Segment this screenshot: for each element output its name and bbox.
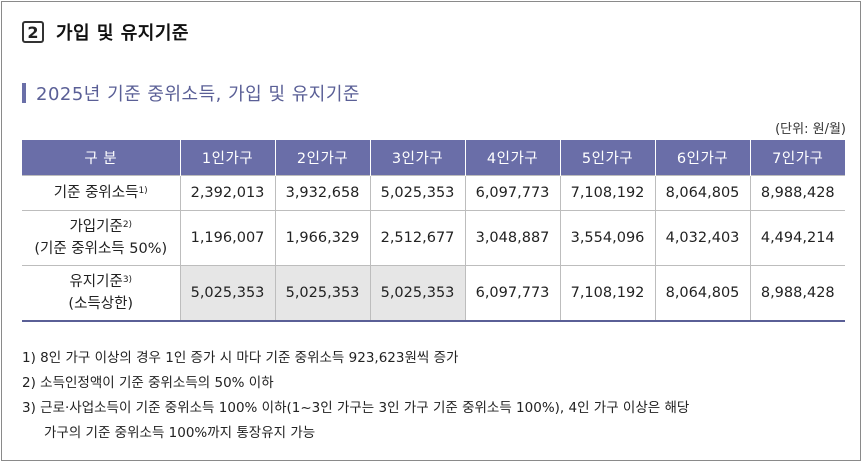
table-cell: 6,097,773 [464,175,561,211]
footnote-3-continued: 가구의 기준 중위소득 100%까지 통장유지 가능 [44,425,316,441]
table-header-row: 구 분 1인가구 2인가구 3인가구 4인가구 5인가구 6인가구 7인가구 [22,140,845,176]
table-cell: 3,932,658 [274,175,371,211]
footnotes: 1) 8인 가구 이상의 경우 1인 증가 시 마다 기준 중위소득 923,6… [22,346,689,446]
footnote-1: 1) 8인 가구 이상의 경우 1인 증가 시 마다 기준 중위소득 923,6… [22,350,459,366]
table-cell: 3,554,096 [559,210,656,266]
unit-label: (단위: 원/월) [775,122,846,137]
table-cell: 8,988,428 [749,265,845,322]
header-corner: 구 분 [22,140,181,176]
row-label-join-criteria: 가입기준2) (기준 중위소득 50%) [22,210,181,266]
table-cell-shaded: 5,025,353 [179,265,276,322]
footnote-marker: 3) [122,275,133,285]
row-label-subtext: (소득상한) [68,296,134,312]
header-col-3: 3인가구 [369,140,466,176]
table-row: 유지기준3) (소득상한) 5,025,353 5,025,353 5,025,… [22,265,845,322]
header-col-4: 4인가구 [464,140,561,176]
table-cell: 4,494,214 [749,210,845,266]
subsection-heading: 2025년 기준 중위소득, 가입 및 유지기준 [22,80,360,106]
subsection-title: 2025년 기준 중위소득, 가입 및 유지기준 [36,84,360,105]
footnote-marker: 1) [138,186,148,196]
table-cell: 3,048,887 [464,210,561,266]
table-cell: 8,064,805 [654,175,751,211]
section-heading: 2 가입 및 유지기준 [22,19,189,45]
table-cell: 7,108,192 [559,175,656,211]
row-label-maintain-criteria: 유지기준3) (소득상한) [22,265,181,322]
row-label-text: 기준 중위소득 [53,185,139,201]
row-label-subtext: (기준 중위소득 50%) [34,241,168,257]
footnote-2: 2) 소득인정액이 기준 중위소득의 50% 이하 [22,375,274,391]
section-number-box: 2 [22,21,44,43]
subsection-accent-bar [22,83,26,103]
table-cell: 1,966,329 [274,210,371,266]
header-col-6: 6인가구 [654,140,751,176]
table-cell: 7,108,192 [559,265,656,322]
header-col-1: 1인가구 [179,140,276,176]
table-row: 가입기준2) (기준 중위소득 50%) 1,196,007 1,966,329… [22,210,845,266]
header-col-5: 5인가구 [559,140,656,176]
footnote-marker: 2) [122,220,133,230]
table-row: 기준 중위소득1) 2,392,013 3,932,658 5,025,353 … [22,175,845,211]
table-cell-shaded: 5,025,353 [369,265,466,322]
table-cell: 6,097,773 [464,265,561,322]
table-cell: 4,032,403 [654,210,751,266]
table-cell: 8,064,805 [654,265,751,322]
header-col-2: 2인가구 [274,140,371,176]
row-label-text: 유지기준 [69,274,123,290]
income-criteria-table: 구 분 1인가구 2인가구 3인가구 4인가구 5인가구 6인가구 7인가구 기… [22,140,845,322]
header-col-7: 7인가구 [749,140,845,176]
section-title: 가입 및 유지기준 [56,23,189,44]
table-cell: 2,392,013 [179,175,276,211]
table-cell-shaded: 5,025,353 [274,265,371,322]
row-label-text: 가입기준 [69,219,123,235]
table-cell: 2,512,677 [369,210,466,266]
table-cell: 5,025,353 [369,175,466,211]
table-cell: 8,988,428 [749,175,845,211]
row-label-median-income: 기준 중위소득1) [22,175,181,211]
table-cell: 1,196,007 [179,210,276,266]
footnote-3: 3) 근로·사업소득이 기준 중위소득 100% 이하(1~3인 가구는 3인 … [22,400,690,416]
